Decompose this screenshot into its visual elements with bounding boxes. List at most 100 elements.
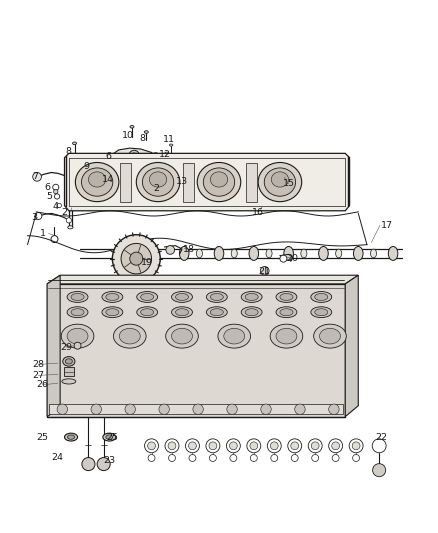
Circle shape	[312, 455, 319, 462]
Text: 19: 19	[141, 257, 153, 266]
Ellipse shape	[172, 292, 192, 302]
Ellipse shape	[301, 249, 307, 258]
Ellipse shape	[141, 309, 154, 316]
Circle shape	[74, 342, 81, 349]
Text: 25: 25	[106, 433, 118, 442]
Ellipse shape	[353, 246, 363, 261]
Circle shape	[66, 218, 71, 223]
Circle shape	[53, 189, 58, 194]
Text: 21: 21	[259, 267, 271, 276]
Ellipse shape	[106, 309, 119, 316]
Circle shape	[206, 439, 220, 453]
Polygon shape	[47, 275, 60, 417]
Text: 22: 22	[375, 433, 387, 442]
Ellipse shape	[206, 307, 227, 318]
Ellipse shape	[371, 249, 377, 258]
Circle shape	[250, 442, 258, 450]
Ellipse shape	[113, 324, 146, 348]
Circle shape	[54, 194, 60, 199]
Circle shape	[251, 455, 257, 462]
Ellipse shape	[214, 246, 224, 261]
Circle shape	[168, 442, 176, 450]
Circle shape	[352, 442, 360, 450]
Ellipse shape	[145, 131, 148, 133]
Ellipse shape	[172, 307, 192, 318]
Circle shape	[130, 252, 143, 265]
Circle shape	[185, 439, 199, 453]
Text: 25: 25	[37, 433, 49, 442]
Text: 9: 9	[83, 162, 89, 171]
Ellipse shape	[210, 309, 223, 316]
Ellipse shape	[75, 163, 119, 201]
Bar	[49, 403, 343, 415]
Ellipse shape	[203, 168, 235, 196]
Circle shape	[158, 159, 163, 165]
Circle shape	[353, 455, 360, 462]
Text: 2: 2	[153, 184, 159, 192]
Bar	[184, 163, 194, 202]
Circle shape	[57, 204, 61, 208]
Text: 3: 3	[31, 213, 37, 222]
Circle shape	[129, 150, 139, 161]
Polygon shape	[345, 275, 358, 417]
Circle shape	[230, 455, 237, 462]
Circle shape	[51, 236, 58, 243]
Ellipse shape	[119, 328, 140, 344]
Circle shape	[280, 255, 287, 262]
Text: 1: 1	[40, 229, 46, 238]
Circle shape	[181, 182, 187, 188]
Circle shape	[247, 439, 261, 453]
Text: 17: 17	[381, 221, 392, 230]
Ellipse shape	[280, 309, 293, 316]
Circle shape	[261, 404, 271, 415]
Ellipse shape	[276, 328, 297, 344]
Ellipse shape	[218, 324, 251, 348]
Ellipse shape	[103, 433, 116, 441]
Text: 8: 8	[66, 147, 72, 156]
Circle shape	[121, 244, 152, 274]
Bar	[64, 367, 74, 376]
Ellipse shape	[106, 294, 119, 301]
Ellipse shape	[137, 307, 158, 318]
Ellipse shape	[67, 435, 74, 439]
Circle shape	[165, 439, 179, 453]
Ellipse shape	[264, 168, 296, 196]
Ellipse shape	[249, 246, 258, 261]
Circle shape	[33, 173, 42, 181]
Ellipse shape	[241, 292, 262, 302]
Circle shape	[155, 168, 160, 173]
Circle shape	[97, 457, 110, 471]
Circle shape	[159, 404, 170, 415]
Ellipse shape	[68, 154, 73, 157]
Text: 14: 14	[102, 175, 114, 184]
Circle shape	[328, 404, 339, 415]
Ellipse shape	[170, 144, 173, 146]
Circle shape	[230, 442, 237, 450]
Ellipse shape	[102, 307, 123, 318]
Ellipse shape	[196, 249, 202, 258]
Ellipse shape	[67, 292, 88, 302]
Text: 7: 7	[32, 172, 39, 181]
Circle shape	[145, 439, 159, 453]
Text: 4: 4	[53, 202, 59, 211]
Circle shape	[91, 404, 102, 415]
Ellipse shape	[67, 328, 88, 344]
Ellipse shape	[61, 324, 94, 348]
Polygon shape	[64, 154, 350, 211]
Ellipse shape	[311, 292, 332, 302]
Circle shape	[70, 176, 77, 183]
Circle shape	[288, 439, 302, 453]
Circle shape	[227, 404, 237, 415]
Ellipse shape	[63, 357, 75, 366]
Text: 6: 6	[44, 183, 50, 192]
Circle shape	[209, 455, 216, 462]
Ellipse shape	[197, 163, 241, 201]
Ellipse shape	[258, 163, 302, 201]
Ellipse shape	[106, 435, 113, 439]
Circle shape	[267, 439, 281, 453]
Text: 18: 18	[183, 245, 194, 254]
Ellipse shape	[102, 292, 123, 302]
Text: 11: 11	[163, 135, 175, 144]
Text: 20: 20	[286, 254, 298, 263]
Circle shape	[189, 455, 196, 462]
